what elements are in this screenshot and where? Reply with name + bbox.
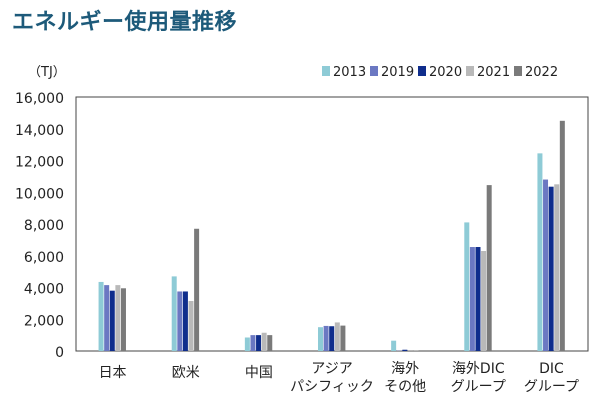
bar	[318, 327, 323, 351]
category-label: アジア	[311, 361, 352, 377]
plot-frame	[75, 96, 589, 352]
bar	[177, 291, 183, 351]
y-tick-label: 14,000	[15, 123, 64, 139]
bar	[120, 288, 126, 351]
bar	[481, 250, 487, 351]
y-tick-label: 16,000	[15, 91, 64, 107]
bar	[475, 247, 481, 351]
bar	[543, 179, 549, 351]
category-label: グループ	[524, 379, 579, 395]
bar	[250, 335, 256, 351]
legend-label: 2022	[525, 65, 558, 80]
bar	[486, 185, 492, 351]
bar	[469, 247, 475, 351]
bar	[537, 153, 543, 351]
y-tick-label: 6,000	[24, 250, 64, 266]
category-label: 欧米	[172, 365, 200, 381]
legend-swatch	[514, 66, 522, 76]
y-tick-label: 12,000	[15, 155, 64, 171]
legend-swatch	[322, 66, 330, 76]
page-title: エネルギー使用量推移	[12, 10, 238, 35]
y-tick-label: 0	[55, 345, 64, 361]
legend-label: 2021	[477, 65, 510, 80]
y-tick-label: 10,000	[15, 186, 64, 202]
chart-labels: 0 2,000 4,000 6,000 8,000 10,000 12,000 14,000 1…	[15, 65, 579, 395]
bar	[194, 228, 200, 351]
category-label: その他	[384, 379, 426, 395]
bar	[188, 300, 194, 351]
category-label: DIC	[539, 361, 564, 377]
category-label: パシフィック	[290, 379, 374, 395]
bar	[340, 325, 346, 351]
bar	[329, 326, 335, 351]
category-label: 海外DIC	[452, 361, 505, 377]
bar	[109, 290, 115, 351]
legend-swatch	[418, 66, 426, 76]
legend-label: 2019	[381, 65, 414, 80]
bar	[267, 335, 273, 351]
bar	[391, 340, 397, 351]
bar	[554, 184, 560, 351]
bar	[323, 325, 329, 351]
y-unit-label: （TJ）	[28, 65, 66, 80]
bar	[115, 285, 121, 351]
legend-swatch	[466, 66, 474, 76]
bar	[334, 322, 340, 351]
category-label: グループ	[451, 379, 506, 395]
chart-bars	[98, 120, 565, 351]
bar	[548, 186, 554, 351]
bar	[98, 281, 104, 351]
y-tick-label: 2,000	[24, 313, 64, 329]
legend-label: 2013	[333, 65, 366, 80]
category-label: 日本	[99, 365, 127, 381]
chart-axes	[75, 96, 589, 352]
bar	[402, 349, 408, 351]
bar	[171, 276, 177, 351]
bar	[256, 335, 262, 351]
chart-legend: 2013 2019 2020 2021 2022	[322, 65, 558, 80]
legend-label: 2020	[429, 65, 462, 80]
y-tick-label: 4,000	[24, 282, 64, 298]
category-label: 海外	[391, 361, 419, 377]
bar	[261, 332, 267, 351]
bar	[464, 222, 470, 351]
category-label: 中国	[245, 365, 273, 381]
y-tick-label: 8,000	[24, 218, 64, 234]
bar	[244, 337, 250, 351]
bar	[559, 120, 565, 351]
legend-swatch	[370, 66, 378, 76]
bar	[182, 291, 188, 351]
bar	[104, 285, 110, 351]
